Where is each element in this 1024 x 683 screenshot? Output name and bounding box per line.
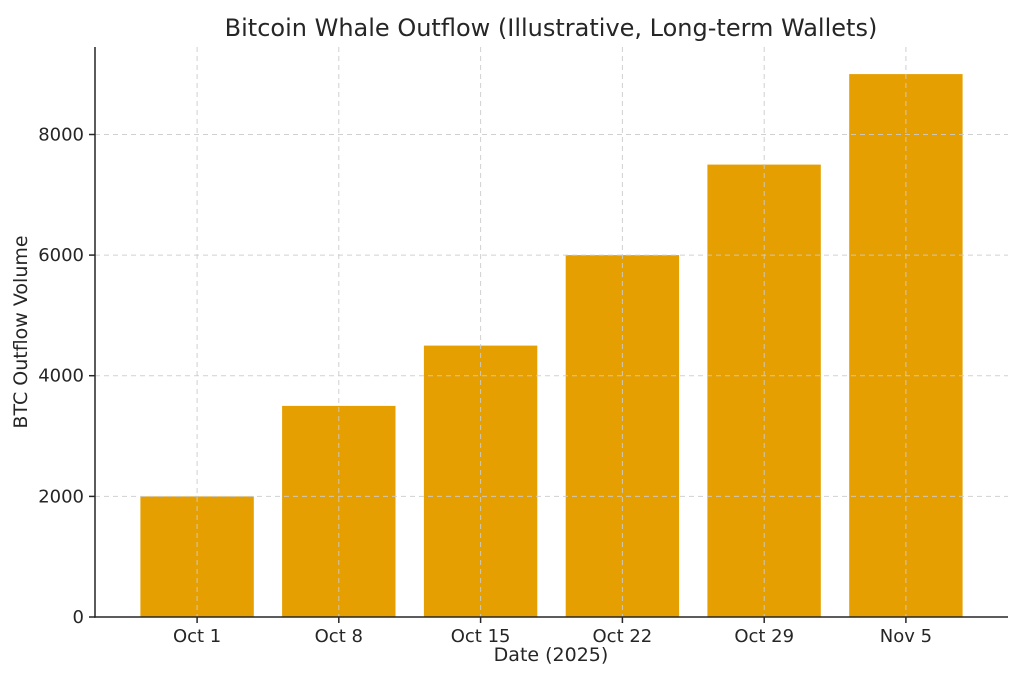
x-tick-label: Oct 29 [734,626,794,647]
tick-label-layer: 0 2000 4000 6000 8000 Oct 1 Oct 8 Oct 15 Oct 22 O… [38,125,932,648]
x-tick-label: Oct 8 [315,626,363,647]
grid-layer [95,47,1008,617]
chart-title: Bitcoin Whale Outflow (Illustrative, Lon… [225,14,878,42]
axis-layer [89,47,1008,623]
y-tick-label: 6000 [38,245,84,266]
x-tick-label: Oct 22 [593,626,653,647]
x-tick-label: Oct 15 [451,626,511,647]
y-tick-label: 0 [73,607,84,628]
x-tick-label: Oct 1 [173,626,221,647]
x-tick-label: Nov 5 [880,626,932,647]
y-axis-label: BTC Outflow Volume [10,235,32,428]
y-tick-label: 2000 [38,486,84,507]
x-axis-label: Date (2025) [494,644,609,666]
y-tick-label: 8000 [38,125,84,146]
y-tick-label: 4000 [38,366,84,387]
bars-layer [140,74,963,618]
